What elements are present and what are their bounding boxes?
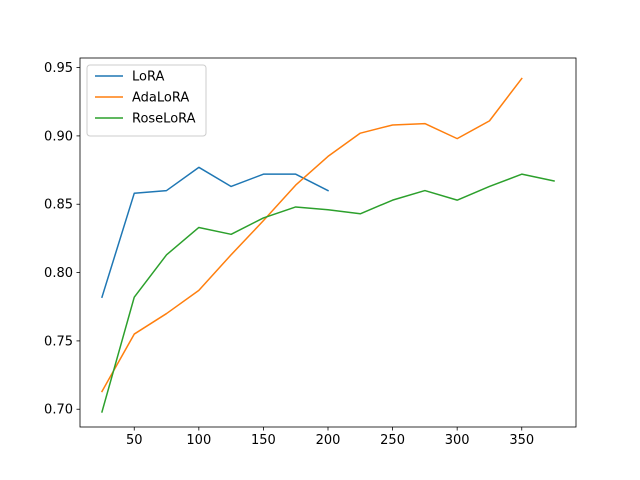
y-tick-label: 0.85 — [44, 198, 73, 213]
y-tick-label: 0.70 — [44, 403, 73, 418]
x-tick-label: 200 — [316, 433, 341, 448]
series-layer — [100, 77, 555, 413]
x-tick-label: 50 — [126, 433, 143, 448]
series-line-lora — [101, 166, 330, 299]
legend: LoRA AdaLoRA RoseLoRA — [86, 64, 207, 137]
legend-label-lora: LoRA — [132, 70, 164, 85]
x-tick-label: 100 — [186, 433, 211, 448]
y-tick-label: 0.80 — [44, 266, 73, 281]
x-tick-label: 150 — [251, 433, 276, 448]
legend-label-roselora: RoseLoRA — [132, 112, 196, 127]
y-tick-label: 0.75 — [44, 334, 73, 349]
x-tick-label: 300 — [445, 433, 470, 448]
y-tick-label: 0.90 — [44, 129, 73, 144]
series-line-roselora — [101, 173, 555, 413]
series-line-adalora — [100, 77, 523, 393]
x-tick-label: 250 — [380, 433, 405, 448]
legend-label-adalora: AdaLoRA — [132, 91, 189, 106]
axes-layer: 50 100 150 200 250 300 350 0.70 0.75 0.80 0.85 0.90… — [44, 57, 577, 448]
x-tick-label: 350 — [509, 433, 534, 448]
y-tick-label: 0.95 — [44, 61, 73, 76]
